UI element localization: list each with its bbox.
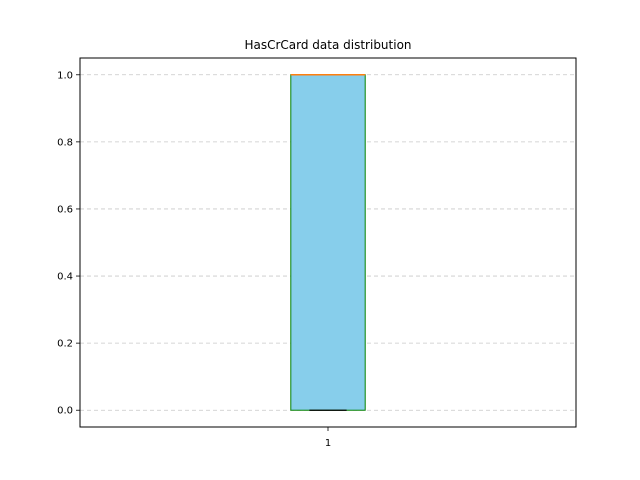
box-body	[290, 74, 366, 411]
x-tick-label: 1	[325, 438, 331, 449]
y-tick-label: 0.6	[57, 204, 73, 215]
y-tick-label: 0.0	[57, 406, 73, 417]
boxes	[290, 74, 366, 411]
y-tick-label: 0.8	[57, 137, 73, 148]
y-tick-label: 0.4	[57, 272, 73, 283]
y-tick-label: 0.2	[57, 339, 73, 350]
x-axis-ticks: 1	[325, 427, 331, 449]
chart-title: HasCrCard data distribution	[244, 38, 411, 52]
y-axis-ticks: 0.0 0.2 0.4 0.6 0.8 1.0	[57, 70, 80, 417]
y-tick-label: 1.0	[57, 70, 73, 81]
